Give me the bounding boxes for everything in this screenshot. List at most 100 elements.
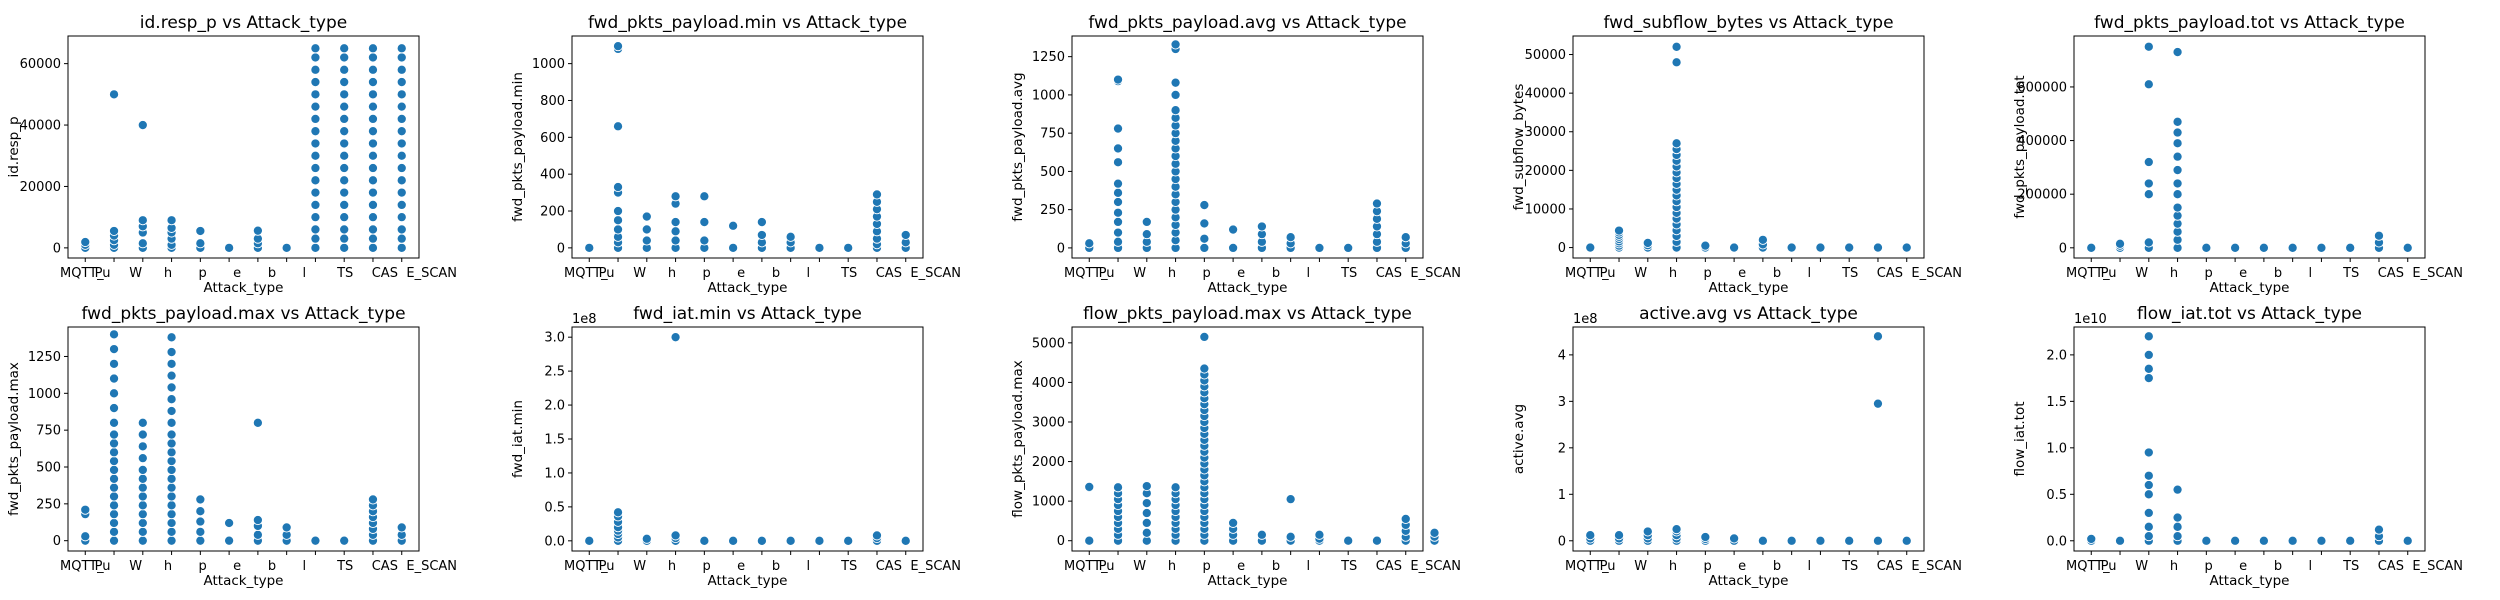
subplot-3: fwd_pkts_payload.avg vs Attack_type 0 250 5… xyxy=(1010,13,1461,296)
data-point xyxy=(166,429,177,440)
data-point xyxy=(195,494,206,505)
y-tick-label: 0 xyxy=(1558,241,1566,256)
x-tick-label: TS xyxy=(840,266,857,281)
data-point xyxy=(2172,116,2183,127)
x-tick-label: W xyxy=(1634,266,1647,281)
data-point xyxy=(612,507,624,518)
x-tick-label: p xyxy=(1203,559,1211,574)
data-point xyxy=(80,504,91,515)
x-tick-label: W xyxy=(2135,559,2148,574)
data-point xyxy=(367,113,379,124)
data-point xyxy=(670,226,681,237)
data-point xyxy=(2143,479,2154,491)
x-tick-label: h xyxy=(668,266,676,281)
x-tick-label: CAS xyxy=(1877,266,1903,281)
data-point xyxy=(108,447,120,458)
data-point xyxy=(2143,349,2154,360)
data-point xyxy=(108,358,120,369)
data-point xyxy=(396,242,407,253)
axis-offset-label: 1e8 xyxy=(572,312,597,327)
data-point xyxy=(310,233,321,244)
y-tick-label: 400 xyxy=(540,168,565,183)
data-point xyxy=(2143,447,2154,458)
data-point xyxy=(2143,156,2154,168)
x-tick-label: h xyxy=(2170,559,2178,574)
data-point xyxy=(310,43,321,54)
y-tick-label: 4000 xyxy=(1032,376,1065,391)
x-tick-label: E_SCAN xyxy=(910,266,961,281)
x-tick-label: MQTT_ xyxy=(60,266,104,281)
data-point xyxy=(367,162,379,174)
data-point xyxy=(166,535,177,546)
x-tick-label: MQTT_ xyxy=(564,266,608,281)
data-point xyxy=(166,491,177,502)
data-point xyxy=(1141,216,1152,227)
x-tick-label: Pu xyxy=(95,559,111,574)
data-point xyxy=(1170,105,1181,116)
data-point xyxy=(1371,198,1383,209)
data-point xyxy=(339,113,350,124)
data-point xyxy=(195,535,206,546)
data-point xyxy=(2373,230,2385,241)
data-point xyxy=(1314,529,1325,540)
data-point xyxy=(310,242,321,253)
data-point xyxy=(699,191,710,202)
x-tick-label: b xyxy=(268,559,276,574)
data-point xyxy=(1642,526,1653,537)
data-point xyxy=(108,417,120,428)
data-point xyxy=(756,229,767,241)
data-point xyxy=(641,224,652,235)
y-axis-label: flow_iat.tot xyxy=(2012,401,2028,476)
data-point xyxy=(166,517,177,529)
data-point xyxy=(252,225,263,236)
data-point xyxy=(900,229,911,241)
data-point xyxy=(2086,533,2097,544)
y-tick-label: 1250 xyxy=(1032,50,1065,65)
data-point xyxy=(108,482,120,493)
data-point xyxy=(2258,535,2269,546)
data-point xyxy=(396,64,407,75)
y-tick-label: 1.0 xyxy=(544,466,565,481)
data-point xyxy=(252,529,263,540)
axes-frame xyxy=(2073,35,2426,259)
x-axis-label: Attack_type xyxy=(1207,573,1287,589)
data-point xyxy=(396,175,407,186)
data-point xyxy=(108,344,120,355)
axes-frame xyxy=(1071,326,1424,552)
x-tick-label: E_SCAN xyxy=(2412,559,2463,574)
data-point xyxy=(2086,242,2097,253)
data-point xyxy=(1757,234,1768,245)
data-point xyxy=(396,77,407,88)
x-tick-label: W xyxy=(129,559,142,574)
data-point xyxy=(670,332,681,343)
x-tick-label: TS xyxy=(1340,559,1357,574)
data-point xyxy=(137,500,148,511)
x-axis-label: Attack_type xyxy=(1207,280,1287,296)
data-point xyxy=(137,453,148,464)
data-point xyxy=(166,482,177,493)
y-axis-label: fwd_iat.min xyxy=(510,400,526,478)
data-point xyxy=(108,225,120,237)
y-tick-label: 30000 xyxy=(1525,125,1566,140)
x-tick-label: e xyxy=(1237,559,1245,574)
data-point xyxy=(1285,494,1296,505)
data-point xyxy=(2143,507,2154,518)
data-point xyxy=(1199,218,1210,229)
y-tick-label: 500 xyxy=(36,461,61,476)
subplot-title: fwd_pkts_payload.min vs Attack_type xyxy=(588,13,907,33)
data-point xyxy=(1112,227,1124,238)
x-tick-label: TS xyxy=(336,559,353,574)
data-point xyxy=(1314,242,1325,253)
data-point xyxy=(367,199,379,210)
data-point xyxy=(1844,242,1855,253)
data-point xyxy=(1613,530,1625,541)
data-point xyxy=(670,530,681,541)
data-point xyxy=(756,535,767,546)
x-tick-label: Pu xyxy=(1099,559,1115,574)
data-point xyxy=(137,509,148,520)
data-point xyxy=(166,358,177,369)
data-point xyxy=(108,500,120,511)
x-tick-label: E_SCAN xyxy=(1911,559,1962,574)
data-point xyxy=(367,43,379,54)
data-point xyxy=(2143,79,2154,90)
